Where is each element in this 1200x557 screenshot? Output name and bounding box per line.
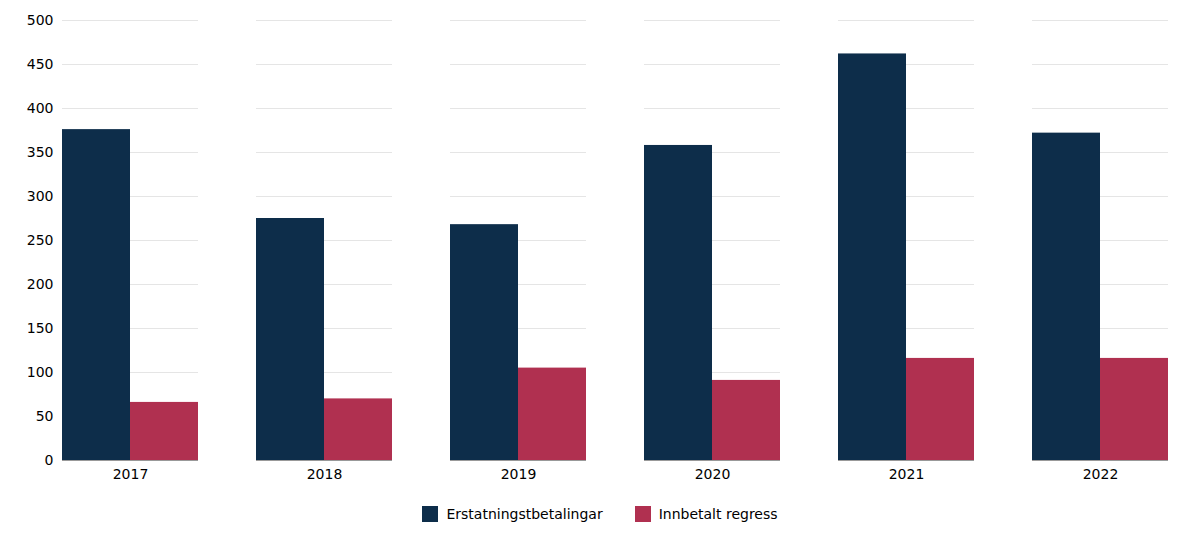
svg-text:50: 50	[36, 408, 54, 424]
svg-text:2020: 2020	[695, 466, 731, 482]
svg-text:2021: 2021	[889, 466, 925, 482]
svg-text:250: 250	[27, 232, 54, 248]
svg-text:2022: 2022	[1083, 466, 1119, 482]
html-text:Erstatningstbetalingar: Erstatningstbetalingar	[446, 506, 603, 522]
svg-text:350: 350	[27, 144, 54, 160]
svg-text:450: 450	[27, 56, 54, 72]
svg-text:2019: 2019	[501, 466, 537, 482]
svg-text:100: 100	[27, 364, 54, 380]
svg-text:150: 150	[27, 320, 54, 336]
svg-text:400: 400	[27, 100, 54, 116]
svg-text:2018: 2018	[307, 466, 343, 482]
html-text:Innbetalt regress: Innbetalt regress	[658, 506, 778, 522]
svg-text:500: 500	[27, 12, 54, 28]
svg-text:0: 0	[45, 452, 54, 468]
svg-text:200: 200	[27, 276, 54, 292]
svg-text:2017: 2017	[113, 466, 149, 482]
svg-text:300: 300	[27, 188, 54, 204]
